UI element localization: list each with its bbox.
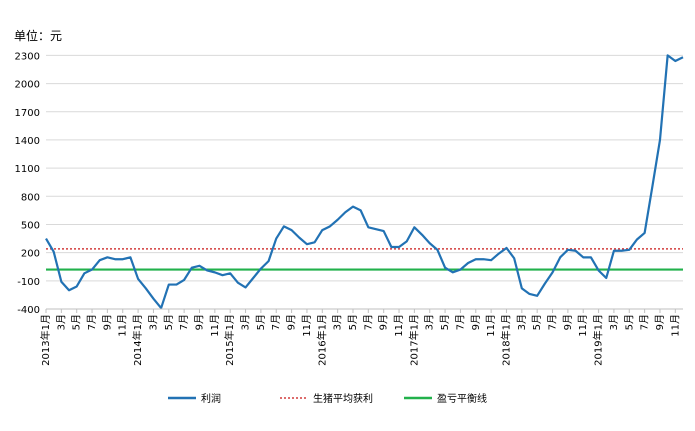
x-tick-label: 9月: [562, 314, 574, 330]
x-tick-label: 7月: [362, 314, 374, 330]
x-tick-label: 7月: [178, 314, 190, 330]
x-tick-label: 9月: [101, 314, 113, 330]
y-tick-label: 2000: [15, 80, 40, 91]
x-tick-label: 9月: [193, 314, 205, 330]
x-tick-label: 2017年1月: [407, 314, 420, 366]
x-tick-label: 3月: [147, 314, 159, 330]
x-tick-label: 2014年1月: [131, 314, 144, 366]
x-tick-label: 5月: [163, 314, 175, 330]
x-axis: 2013年1月 3月 5月 7月 9月 11月 2014年1月 3月 5月 7月 9月 11月 2015…: [39, 308, 683, 366]
reference-lines: [46, 248, 683, 271]
unit-label: 单位：元: [14, 28, 62, 43]
x-tick-label: 11月: [301, 314, 313, 337]
x-tick-label: 3月: [608, 314, 620, 330]
x-tick-label: 5月: [255, 314, 267, 330]
x-tick-label: 11月: [485, 314, 497, 337]
x-tick-label: 11月: [669, 314, 681, 337]
y-tick-label: 200: [21, 249, 40, 260]
x-tick-label: 5月: [347, 314, 359, 330]
x-tick-label: 7月: [454, 314, 466, 330]
x-tick-label: 3月: [240, 314, 252, 330]
x-tick-label: 3月: [516, 314, 528, 330]
x-tick-label: 9月: [470, 314, 482, 330]
x-tick-label: 9月: [654, 314, 666, 330]
x-tick-label: 5月: [531, 314, 543, 330]
x-tick-label: 7月: [270, 314, 282, 330]
y-tick-label: -400: [17, 305, 40, 316]
x-tick-label: 7月: [639, 314, 651, 330]
legend-label-2: 盈亏平衡线: [437, 392, 487, 405]
x-tick-label: 3月: [424, 314, 436, 330]
y-tick-label: 1400: [15, 136, 40, 147]
y-axis-ticks: -400 -100 200 500 800 1100 1400 1700 2000 2300: [15, 51, 40, 316]
legend-label-0: 利润: [201, 392, 221, 405]
x-tick-label: 11月: [209, 314, 221, 337]
x-tick-label: 2019年1月: [592, 314, 605, 366]
x-tick-label: 2013年1月: [39, 314, 52, 366]
y-tick-label: 2300: [15, 51, 40, 62]
y-tick-label: 1100: [15, 164, 40, 175]
y-tick-label: 500: [21, 220, 40, 231]
profit-line: [45, 54, 684, 310]
x-tick-label: 2018年1月: [499, 314, 512, 366]
x-tick-label: 11月: [577, 314, 589, 337]
legend-label-1: 生猪平均获利: [313, 392, 373, 405]
gridlines: [46, 54, 683, 310]
x-tick-label: 5月: [439, 314, 451, 330]
x-tick-label: 11月: [393, 314, 405, 337]
x-tick-label: 11月: [117, 314, 129, 337]
x-tick-label: 3月: [332, 314, 344, 330]
x-tick-label: 2016年1月: [315, 314, 328, 366]
y-tick-label: 1700: [15, 108, 40, 119]
x-tick-label: 9月: [378, 314, 390, 330]
legend: 利润 生猪平均获利 盈亏平衡线: [168, 392, 487, 405]
profit-series: [45, 54, 684, 310]
x-tick-label: 9月: [286, 314, 298, 330]
x-tick-label: 3月: [55, 314, 67, 330]
x-tick-label: 7月: [547, 314, 559, 330]
x-tick-label: 5月: [623, 314, 635, 330]
y-tick-label: 800: [21, 192, 40, 203]
x-tick-label: 2015年1月: [223, 314, 236, 366]
y-tick-label: -100: [17, 277, 40, 288]
x-tick-label: 7月: [86, 314, 98, 330]
x-tick-label: 5月: [71, 314, 83, 330]
